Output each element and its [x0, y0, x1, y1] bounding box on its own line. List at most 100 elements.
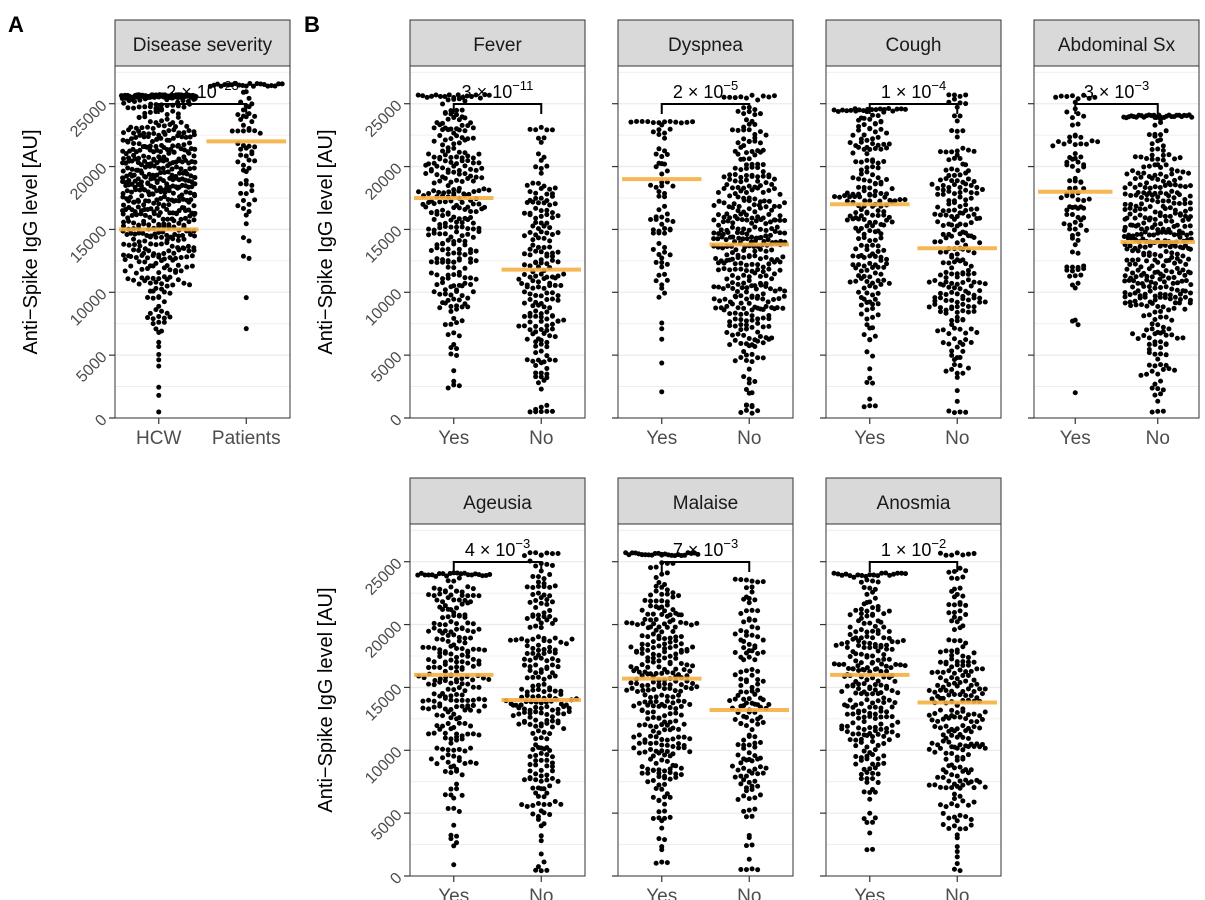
data-point	[656, 684, 662, 690]
data-point	[434, 211, 440, 217]
data-point	[943, 756, 949, 762]
data-point	[733, 247, 739, 253]
data-point	[716, 284, 722, 290]
data-point	[1069, 318, 1075, 324]
data-point	[482, 647, 488, 653]
data-point	[126, 177, 132, 183]
data-point	[541, 235, 547, 241]
data-point	[864, 779, 870, 785]
data-point	[243, 212, 249, 218]
data-point	[462, 115, 468, 121]
data-point	[459, 676, 465, 682]
data-point	[650, 709, 656, 715]
data-point	[549, 724, 555, 730]
data-point	[437, 703, 443, 709]
data-point	[476, 160, 482, 166]
data-point	[448, 351, 454, 357]
data-point	[943, 310, 949, 316]
data-point	[681, 667, 687, 673]
data-point	[937, 272, 943, 278]
data-point	[121, 219, 127, 225]
data-point	[746, 779, 752, 785]
data-point	[636, 700, 642, 706]
data-point	[711, 203, 717, 209]
data-point	[1180, 218, 1186, 224]
data-point	[957, 868, 963, 874]
data-point	[940, 340, 946, 346]
data-point	[735, 194, 741, 200]
data-point	[175, 114, 181, 120]
data-point	[533, 350, 539, 356]
data-point	[519, 686, 525, 692]
data-point	[1086, 196, 1092, 202]
data-point	[135, 204, 141, 210]
data-point	[755, 634, 761, 640]
data-point	[468, 208, 474, 214]
data-point	[167, 267, 173, 273]
data-point	[760, 649, 766, 655]
data-point	[662, 781, 668, 787]
data-point	[156, 363, 162, 369]
data-point	[235, 203, 241, 209]
data-point	[721, 186, 727, 192]
data-point	[935, 669, 941, 675]
data-point	[749, 313, 755, 319]
data-point	[454, 664, 460, 670]
data-point	[1160, 304, 1166, 310]
data-point	[867, 686, 873, 692]
data-point	[884, 646, 890, 652]
data-point	[459, 666, 465, 672]
data-point	[465, 649, 471, 655]
data-point	[833, 642, 839, 648]
data-point	[153, 326, 159, 332]
p-value-label: 2 × 10−23	[166, 78, 239, 102]
data-point	[653, 786, 659, 792]
data-point	[252, 158, 258, 164]
data-point	[437, 586, 443, 592]
data-point	[724, 303, 730, 309]
data-point	[971, 711, 977, 717]
data-point	[544, 736, 550, 742]
data-point	[530, 803, 536, 809]
data-point	[858, 691, 864, 697]
data-point	[530, 687, 536, 693]
data-point	[1067, 226, 1073, 232]
data-point	[131, 220, 137, 226]
data-point	[558, 801, 564, 807]
data-point	[1149, 156, 1155, 162]
data-point	[949, 675, 955, 681]
data-point	[645, 642, 651, 648]
data-point	[165, 216, 171, 222]
data-point	[459, 697, 465, 703]
data-point	[1158, 339, 1164, 345]
data-point	[766, 266, 772, 272]
data-point	[1163, 332, 1169, 338]
data-point	[1171, 232, 1177, 238]
data-point	[629, 620, 635, 626]
data-point	[954, 649, 960, 655]
data-point	[448, 321, 454, 327]
data-point	[434, 636, 440, 642]
data-point	[1064, 193, 1070, 199]
data-point	[437, 679, 443, 685]
data-point	[741, 136, 747, 142]
data-point	[650, 778, 656, 784]
data-point	[662, 225, 668, 231]
data-point	[445, 210, 451, 216]
data-point	[169, 95, 175, 101]
data-point	[752, 766, 758, 772]
data-point	[844, 683, 850, 689]
data-point	[957, 190, 963, 196]
data-point	[664, 570, 670, 576]
data-point	[695, 551, 701, 557]
data-point	[1180, 230, 1186, 236]
data-point	[850, 132, 856, 138]
y-tick-label: 15000	[362, 223, 406, 267]
data-point	[470, 135, 476, 141]
data-point	[982, 784, 988, 790]
data-point	[486, 187, 492, 193]
data-point	[535, 279, 541, 285]
data-point	[749, 718, 755, 724]
data-point	[225, 82, 231, 88]
data-point	[888, 665, 894, 671]
